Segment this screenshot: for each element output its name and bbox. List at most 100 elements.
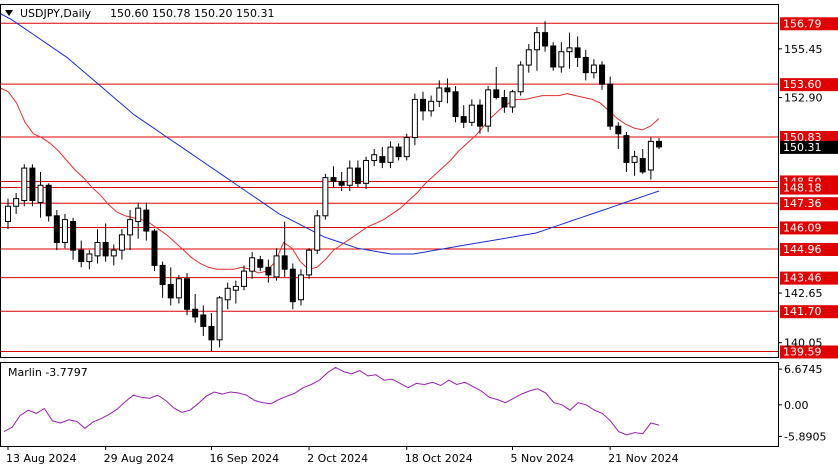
candle xyxy=(615,122,622,150)
candle xyxy=(94,229,101,264)
oscillator-tick-label: 6.6745 xyxy=(784,363,823,376)
candle xyxy=(216,295,223,348)
candle-body xyxy=(224,287,231,301)
slow-moving-average-line xyxy=(0,13,660,255)
time-tick-label: 29 Aug 2024 xyxy=(104,452,174,465)
candle-body xyxy=(127,219,134,236)
candle-body xyxy=(590,64,597,74)
candle xyxy=(599,61,606,90)
candle-body xyxy=(550,45,557,68)
candle xyxy=(289,263,296,310)
candle xyxy=(493,66,500,100)
candle-body xyxy=(647,140,654,171)
candle xyxy=(297,269,304,306)
candle-body xyxy=(232,285,239,291)
candle-body xyxy=(330,177,337,182)
candle-body xyxy=(143,209,150,232)
candle-body xyxy=(607,83,614,127)
candle-body xyxy=(102,242,109,257)
candle-body xyxy=(623,135,630,163)
candle-body xyxy=(273,255,280,278)
time-tick-label: 16 Sep 2024 xyxy=(209,452,279,465)
candle xyxy=(639,149,646,174)
candle xyxy=(13,192,20,214)
level-price-tag xyxy=(780,17,838,31)
candle xyxy=(452,86,459,123)
candle xyxy=(224,282,231,310)
price-tick-label: 140.05 xyxy=(784,337,823,350)
time-tick-label: 5 Nov 2024 xyxy=(511,452,574,465)
candle xyxy=(135,202,142,239)
candle-body xyxy=(468,104,475,123)
fast-moving-average-line xyxy=(0,87,660,274)
candle xyxy=(61,213,68,249)
collapse-triangle-icon[interactable] xyxy=(5,10,13,16)
level-price-tag xyxy=(780,78,838,92)
candle xyxy=(70,217,77,260)
level-price-label: 144.96 xyxy=(783,243,822,256)
level-price-label: 153.60 xyxy=(783,78,822,91)
candle xyxy=(379,147,386,169)
candle-body xyxy=(428,100,435,112)
candle-body xyxy=(501,96,508,108)
oscillator-panel-frame xyxy=(0,362,779,447)
candle-body xyxy=(354,167,361,184)
candle-body xyxy=(167,283,174,299)
oscillator-label: Marlin -3.7797 xyxy=(8,366,88,379)
candle xyxy=(249,252,256,279)
candle xyxy=(631,150,638,176)
candle xyxy=(607,76,614,130)
candle xyxy=(21,164,28,207)
candle-body xyxy=(37,184,44,203)
candle xyxy=(647,137,654,180)
candle xyxy=(485,86,492,132)
candle xyxy=(37,171,44,218)
level-price-label: 143.46 xyxy=(783,272,822,285)
level-price-tag xyxy=(780,345,838,359)
ohlc-label: 150.60 150.78 150.20 150.31 xyxy=(110,7,274,20)
candle-body xyxy=(476,104,483,127)
candle xyxy=(533,26,540,71)
candle xyxy=(45,183,52,222)
candle xyxy=(29,164,36,207)
candle xyxy=(200,305,207,337)
candle-body xyxy=(574,47,581,58)
candle-body xyxy=(306,249,313,276)
candle xyxy=(127,210,134,251)
level-price-tag xyxy=(780,130,838,144)
symbol-label: USDJPY,Daily xyxy=(20,7,92,20)
candle xyxy=(387,141,394,169)
candle-body xyxy=(5,205,11,223)
price-tick-label: 155.45 xyxy=(784,43,823,56)
candle xyxy=(542,21,549,52)
candle-body xyxy=(297,274,304,301)
candle xyxy=(208,313,215,352)
candle xyxy=(582,49,589,81)
candle xyxy=(420,91,427,121)
candle-body xyxy=(240,270,247,287)
candle-body xyxy=(363,159,370,184)
candle xyxy=(102,223,109,262)
candle xyxy=(167,267,174,306)
candle-body xyxy=(639,158,646,173)
current-price-tag xyxy=(780,140,838,154)
oscillator-series-line xyxy=(3,366,660,436)
candle-body xyxy=(493,89,500,98)
candle-body xyxy=(371,154,378,161)
axes: 156.79153.60150.83148.50148.18147.36146.… xyxy=(0,4,838,465)
candle-body xyxy=(118,234,125,251)
candle xyxy=(363,156,370,190)
candle xyxy=(118,229,125,260)
candle xyxy=(5,198,11,230)
candle xyxy=(566,32,573,69)
candle-body xyxy=(200,314,207,327)
level-price-tag xyxy=(780,197,838,211)
candle-body xyxy=(558,51,565,68)
candle xyxy=(428,95,435,117)
candle xyxy=(151,229,158,272)
price-tick-label: 142.65 xyxy=(784,287,823,300)
time-tick-label: 2 Oct 2024 xyxy=(307,452,368,465)
candle xyxy=(468,99,475,127)
current-price-label: 150.31 xyxy=(783,141,822,154)
